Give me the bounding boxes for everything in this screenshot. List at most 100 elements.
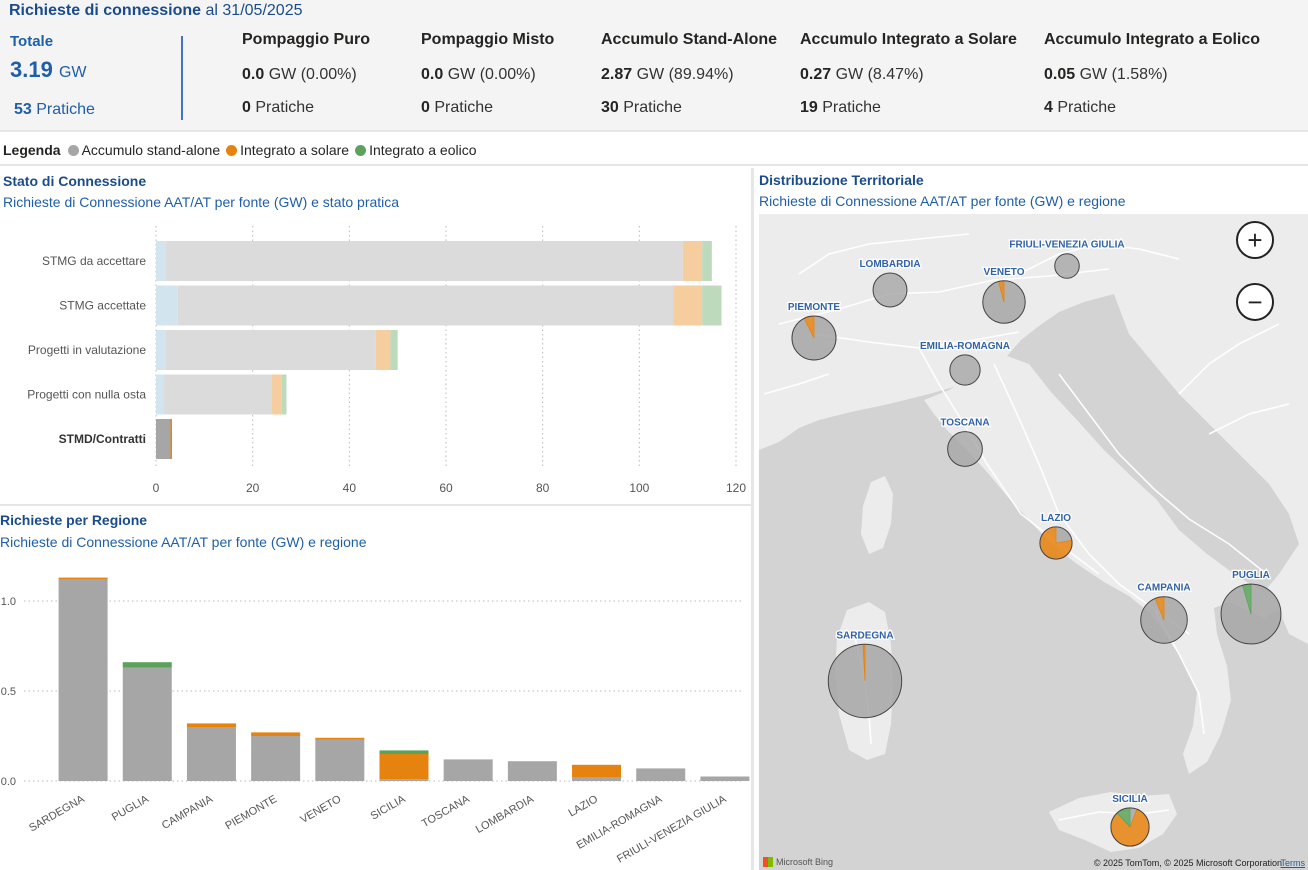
- kpi-header: Richieste di connessione al 31/05/2025 T…: [0, 0, 1308, 132]
- region-label: PIEMONTE: [788, 302, 841, 313]
- bar-segment-progetti-in-valutazione-s1: [165, 330, 376, 370]
- legend-item-solare[interactable]: Integrato a solare: [226, 142, 349, 158]
- distribuzione-territoriale-panel[interactable]: Distribuzione Territoriale Richieste di …: [754, 168, 1308, 870]
- category-label: STMG da accettare: [42, 254, 146, 268]
- map-roads: [763, 233, 1290, 821]
- bar-segment-lombardia-s0: [507, 761, 557, 781]
- region-label: TOSCANA: [940, 418, 989, 429]
- bar-segment-sardegna-s0: [58, 579, 108, 781]
- x-tick-label: 20: [246, 481, 260, 495]
- bar-segment-stmg-accettate-s3: [702, 285, 722, 326]
- bar-segment-sicilia-s0: [379, 779, 429, 781]
- kpi-accumulo-solare: Accumulo Integrato a Solare 0.27 GW (8.4…: [800, 31, 1017, 116]
- bar-segment-friuli-venezia-giulia-s0: [700, 776, 750, 781]
- legend-item-standalone[interactable]: Accumulo stand-alone: [67, 142, 220, 158]
- panel-separator-vertical: [751, 168, 754, 870]
- bar-segment-progetti-con-nulla-osta-s0: [156, 374, 164, 415]
- region-label: LOMBARDIA: [859, 259, 920, 270]
- region-label: SARDEGNA: [836, 630, 893, 641]
- zoom-in-button[interactable]: +: [1236, 221, 1274, 259]
- kpi-pompaggio-misto: Pompaggio Misto 0.0 GW (0.00%) 0 Pratich…: [421, 31, 555, 116]
- x-tick-label: 0: [153, 481, 160, 495]
- x-tick-label: 40: [343, 481, 357, 495]
- kpi-accumulo-eolico: Accumulo Integrato a Eolico 0.05 GW (1.5…: [1044, 31, 1261, 116]
- map-bubble-puglia[interactable]: PUGLIA: [1220, 569, 1282, 645]
- x-category-label: VENETO: [298, 793, 343, 826]
- region-label: CAMPANIA: [1137, 583, 1190, 594]
- bar-segment-progetti-in-valutazione-s0: [156, 330, 166, 370]
- bar-segment-progetti-con-nulla-osta-s2: [272, 374, 282, 415]
- bar-segment-lazio-s1: [572, 764, 622, 778]
- map-terms-link[interactable]: Terms: [1280, 858, 1306, 868]
- richieste-regione-panel[interactable]: Richieste per Regione Richieste di Conne…: [0, 506, 751, 870]
- pie-slice: [873, 273, 907, 307]
- map-bubble-lombardia[interactable]: LOMBARDIA: [858, 258, 922, 308]
- x-category-label: LOMBARDIA: [474, 793, 537, 836]
- total-pratiche: 53 Pratiche: [14, 101, 95, 118]
- region-label: FRIULI-VENEZIA GIULIA: [1009, 240, 1124, 251]
- legend-dot-eolico: [355, 144, 367, 156]
- bar-segment-toscana-s0: [443, 759, 493, 781]
- map-bubble-campania[interactable]: CAMPANIA: [1136, 581, 1192, 644]
- zoom-out-button[interactable]: −: [1236, 283, 1274, 321]
- x-tick-label: 120: [726, 481, 746, 495]
- bar-segment-stmg-accettate-s0: [156, 285, 178, 326]
- region-label: VENETO: [984, 267, 1025, 278]
- stato-connessione-chart[interactable]: 0 20 40 60 80 100 120 STMG da accettare STMG acc…: [0, 168, 751, 504]
- x-category-label: SARDEGNA: [27, 793, 87, 835]
- x-category-label: PUGLIA: [110, 793, 152, 824]
- legend-dot-solare: [226, 144, 238, 156]
- kpi-pompaggio-puro: Pompaggio Puro 0.0 GW (0.00%) 0 Pratiche: [242, 31, 370, 116]
- bar-segment-piemonte-s0: [251, 736, 301, 781]
- bar-segment-progetti-in-valutazione-s3: [390, 330, 398, 370]
- bar-segment-stmd-contratti-s2: [170, 419, 172, 459]
- stato-connessione-panel[interactable]: Stato di Connessione Richieste di Connes…: [0, 168, 751, 504]
- pie-outline: [791, 315, 837, 361]
- x-category-label: SICILIA: [369, 793, 408, 823]
- x-tick-label: 60: [439, 481, 453, 495]
- map-bubble-friuli-venezia-giulia[interactable]: FRIULI-VENEZIA GIULIA: [1008, 238, 1126, 279]
- map-bubble-emilia-romagna[interactable]: EMILIA-ROMAGNA: [919, 340, 1011, 386]
- y-tick-label: 0.5: [1, 686, 16, 698]
- map-bubble-sardegna[interactable]: SARDEGNA: [827, 629, 903, 719]
- bing-attribution: Microsoft Bing: [763, 857, 833, 867]
- map-bubble-toscana[interactable]: TOSCANA: [939, 416, 991, 467]
- pie-outline: [982, 280, 1026, 324]
- x-tick-label: 80: [536, 481, 550, 495]
- map-canvas[interactable]: FRIULI-VENEZIA GIULIA LOMBARDIA VENETO PIEM…: [759, 214, 1308, 870]
- panel-separator-horizontal: [0, 504, 751, 506]
- pie-outline: [1140, 596, 1188, 644]
- bar-segment-sicilia-s2: [379, 750, 429, 754]
- x-category-label: PIEMONTE: [223, 793, 279, 832]
- map-bubble-lazio[interactable]: LAZIO: [1039, 512, 1073, 560]
- italy-map[interactable]: FRIULI-VENEZIA GIULIA LOMBARDIA VENETO PIEM…: [759, 214, 1308, 870]
- map-bubble-piemonte[interactable]: PIEMONTE: [787, 301, 842, 361]
- map-bubbles: FRIULI-VENEZIA GIULIA LOMBARDIA VENETO PIEM…: [787, 238, 1282, 847]
- bar-segment-emilia-romagna-s0: [636, 768, 686, 781]
- land-balkans: [1114, 274, 1308, 644]
- pie-outline: [947, 431, 983, 467]
- map-bubble-sicilia[interactable]: SICILIA: [1110, 793, 1150, 847]
- land-corsica: [861, 476, 893, 554]
- bar-segment-sicilia-s1: [379, 754, 429, 780]
- bar-segment-stmd-contratti-s1: [156, 419, 171, 459]
- bar-segment-veneto-s1: [315, 737, 365, 740]
- richieste-regione-chart[interactable]: 0.0 0.5 1.0 SARDEGNA PUGLIA CAMPANIA PIEMONTE V…: [0, 506, 751, 870]
- category-label: STMG accettate: [59, 299, 146, 313]
- bar-segment-progetti-in-valutazione-s2: [375, 330, 391, 370]
- bar-segment-lazio-s0: [572, 777, 622, 781]
- bar-segment-stmg-da-accettare-s3: [702, 241, 712, 281]
- bar-segment-veneto-s0: [315, 739, 365, 781]
- region-label: EMILIA-ROMAGNA: [920, 341, 1010, 352]
- kpi-divider: [181, 36, 183, 120]
- legend-item-eolico[interactable]: Integrato a eolico: [355, 142, 476, 158]
- pie-outline: [827, 643, 903, 719]
- land-north: [759, 214, 1308, 450]
- map-panel-subtitle: Richieste di Connessione AAT/AT per font…: [759, 193, 1126, 209]
- x-category-label: TOSCANA: [420, 793, 472, 830]
- x-category-label: FRIULI-VENEZIA GIULIA: [615, 793, 729, 866]
- bing-logo-icon: [763, 857, 773, 867]
- bar-segment-piemonte-s1: [251, 732, 301, 736]
- regione-panel-subtitle: Richieste di Connessione AAT/AT per font…: [0, 534, 367, 550]
- map-bubble-veneto[interactable]: VENETO: [982, 266, 1026, 324]
